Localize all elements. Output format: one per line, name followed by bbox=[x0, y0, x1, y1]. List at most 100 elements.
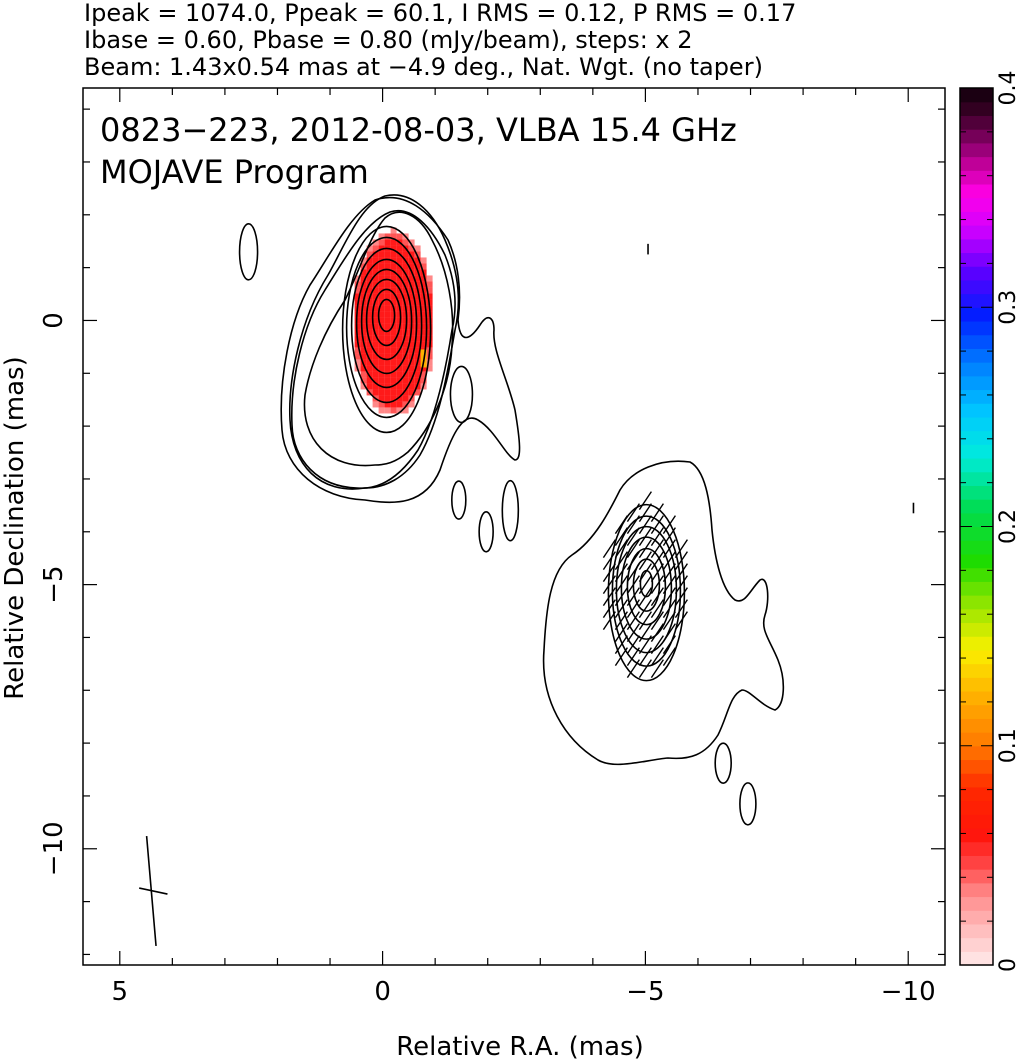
pol-pixel bbox=[420, 263, 427, 270]
colorbar-segment bbox=[960, 293, 993, 308]
pol-pixel bbox=[390, 323, 397, 330]
evpa-vector bbox=[638, 587, 652, 607]
pol-pixel bbox=[378, 233, 385, 240]
colorbar-segment bbox=[960, 595, 993, 610]
pol-pixel bbox=[384, 401, 391, 408]
colorbar-segment bbox=[960, 512, 993, 528]
pol-pixel bbox=[408, 245, 415, 252]
evpa-vector bbox=[662, 551, 676, 571]
core-contour bbox=[288, 194, 460, 490]
pol-pixel bbox=[396, 275, 403, 282]
pol-pixel bbox=[414, 275, 421, 282]
pol-pixel bbox=[384, 383, 391, 390]
evpa-vector bbox=[614, 635, 628, 655]
pol-pixel bbox=[378, 263, 385, 270]
evpa-vector bbox=[614, 587, 628, 607]
pol-pixel bbox=[384, 389, 391, 396]
evpa-vector bbox=[614, 539, 628, 559]
pol-pixel bbox=[360, 329, 367, 336]
evpa-vector bbox=[614, 611, 628, 631]
pol-pixel bbox=[366, 371, 373, 378]
pol-pixel bbox=[390, 293, 397, 300]
pol-pixel bbox=[354, 293, 361, 300]
pol-pixel bbox=[366, 269, 373, 276]
pol-pixel bbox=[360, 287, 367, 294]
plot-title: 0823−223, 2012-08-03, VLBA 15.4 GHz bbox=[100, 111, 737, 149]
pol-pixel bbox=[396, 365, 403, 372]
pol-pixel bbox=[384, 365, 391, 372]
intensity-contours bbox=[238, 194, 915, 826]
pol-pixel bbox=[372, 251, 379, 258]
pol-pixel bbox=[390, 341, 397, 348]
evpa-vector bbox=[638, 599, 652, 619]
pol-pixel bbox=[402, 389, 409, 396]
pol-pixel bbox=[360, 353, 367, 360]
pol-pixel bbox=[354, 275, 361, 282]
evpa-vector bbox=[638, 611, 652, 631]
pol-pixel bbox=[396, 389, 403, 396]
pol-pixel bbox=[408, 299, 415, 306]
axis-ticks bbox=[83, 88, 945, 965]
pol-pixel bbox=[378, 311, 385, 318]
evpa-vector bbox=[638, 551, 652, 571]
pol-pixel bbox=[366, 305, 373, 312]
pol-pixel bbox=[372, 269, 379, 276]
evpa-vector bbox=[650, 587, 664, 607]
pol-pixel bbox=[408, 275, 415, 282]
pol-pixel bbox=[420, 275, 427, 282]
pol-pixel bbox=[360, 323, 367, 330]
isolated-contour bbox=[238, 222, 259, 281]
colorbar-segment bbox=[960, 745, 993, 761]
pol-pixel bbox=[414, 323, 421, 330]
pol-pixel bbox=[420, 377, 427, 384]
pol-pixel bbox=[384, 305, 391, 312]
colorbar-segment bbox=[960, 910, 993, 925]
core-contour bbox=[341, 225, 432, 434]
colorbar-segment bbox=[960, 923, 993, 939]
evpa-vector bbox=[662, 575, 676, 595]
evpa-vector bbox=[614, 515, 628, 535]
x-tick-labels: 5 0 −5 −10 bbox=[112, 977, 936, 1007]
pol-pixel bbox=[372, 305, 379, 312]
pol-pixel bbox=[372, 341, 379, 348]
pol-pixel bbox=[360, 317, 367, 324]
pol-pixel bbox=[420, 329, 427, 336]
pol-pixel bbox=[372, 389, 379, 396]
colorbar-segment bbox=[960, 690, 993, 706]
pol-pixel bbox=[354, 359, 361, 366]
polarization-vectors bbox=[602, 491, 688, 679]
core-contour bbox=[345, 236, 428, 419]
colorbar-segment bbox=[960, 156, 993, 171]
colorbar-segment bbox=[960, 814, 993, 829]
isolated-contour bbox=[451, 480, 467, 520]
pol-pixel bbox=[390, 329, 397, 336]
pol-pixel bbox=[360, 257, 367, 264]
pol-pixel bbox=[426, 275, 433, 282]
pol-pixel bbox=[372, 245, 379, 252]
evpa-vector bbox=[650, 635, 664, 655]
pol-pixel bbox=[390, 251, 397, 258]
pol-pixel bbox=[396, 407, 403, 414]
pol-pixel bbox=[396, 245, 403, 252]
evpa-vector bbox=[602, 575, 616, 595]
colorbar-segment bbox=[960, 540, 993, 555]
pol-pixel bbox=[372, 359, 379, 366]
pol-pixel bbox=[390, 395, 397, 402]
evpa-vector bbox=[650, 647, 664, 667]
colorbar-segment bbox=[960, 786, 993, 802]
evpa-vector bbox=[662, 539, 676, 559]
evpa-vector bbox=[638, 503, 652, 523]
pol-pixel bbox=[366, 347, 373, 354]
pol-pixel bbox=[408, 293, 415, 300]
evpa-vector bbox=[638, 659, 652, 679]
pol-pixel bbox=[360, 305, 367, 312]
pol-pixel bbox=[366, 275, 373, 282]
colorbar-segment bbox=[960, 471, 993, 486]
pol-pixel bbox=[426, 287, 433, 294]
colorbar-segment bbox=[960, 649, 993, 665]
pol-pixel bbox=[414, 341, 421, 348]
pol-pixel bbox=[414, 377, 421, 384]
pol-pixel bbox=[378, 389, 385, 396]
evpa-vector bbox=[650, 503, 664, 523]
